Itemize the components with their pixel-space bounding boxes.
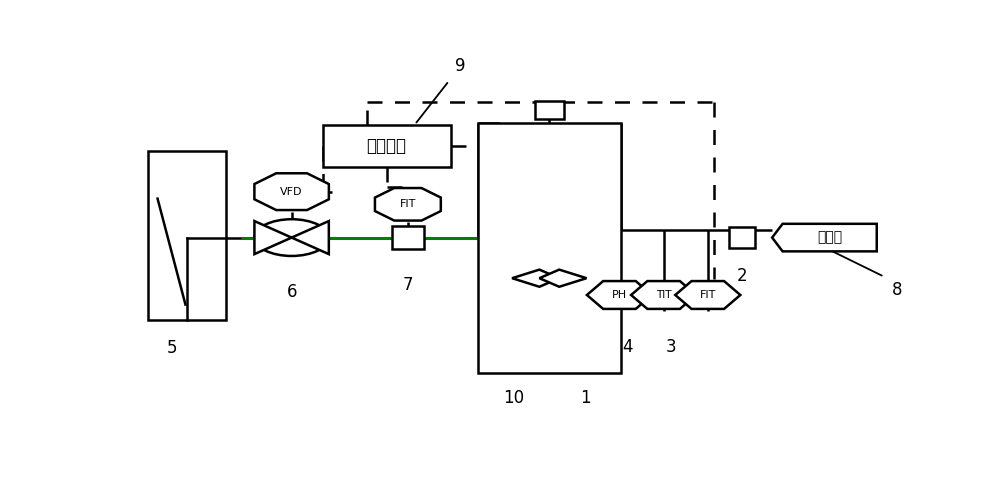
Polygon shape [292, 221, 329, 254]
Polygon shape [512, 269, 559, 287]
Text: 废酸源: 废酸源 [817, 231, 842, 245]
Text: FIT: FIT [400, 199, 416, 209]
Polygon shape [675, 281, 740, 309]
Bar [148, 152, 226, 320]
Text: 5: 5 [166, 339, 177, 357]
Polygon shape [375, 188, 441, 221]
Text: 3: 3 [666, 338, 677, 356]
Bar [478, 123, 621, 373]
Text: VFD: VFD [280, 187, 303, 197]
Text: PH: PH [612, 290, 627, 300]
Text: 10: 10 [503, 389, 524, 407]
Bar [535, 100, 564, 119]
Text: 2: 2 [737, 267, 747, 285]
Polygon shape [772, 224, 877, 251]
Text: 4: 4 [622, 338, 632, 356]
Text: 9: 9 [455, 57, 465, 75]
Polygon shape [254, 173, 329, 210]
Polygon shape [539, 269, 587, 287]
Text: 8: 8 [892, 281, 903, 299]
Text: 1: 1 [580, 389, 590, 407]
Text: 6: 6 [286, 283, 297, 301]
Text: FIT: FIT [700, 290, 716, 300]
Text: 7: 7 [403, 276, 413, 294]
Polygon shape [587, 281, 652, 309]
Bar [729, 227, 755, 248]
Bar [392, 226, 424, 249]
Text: TIT: TIT [656, 290, 671, 300]
Polygon shape [631, 281, 696, 309]
Text: 控制单元: 控制单元 [367, 137, 407, 155]
Polygon shape [254, 221, 292, 254]
Bar [323, 125, 450, 167]
